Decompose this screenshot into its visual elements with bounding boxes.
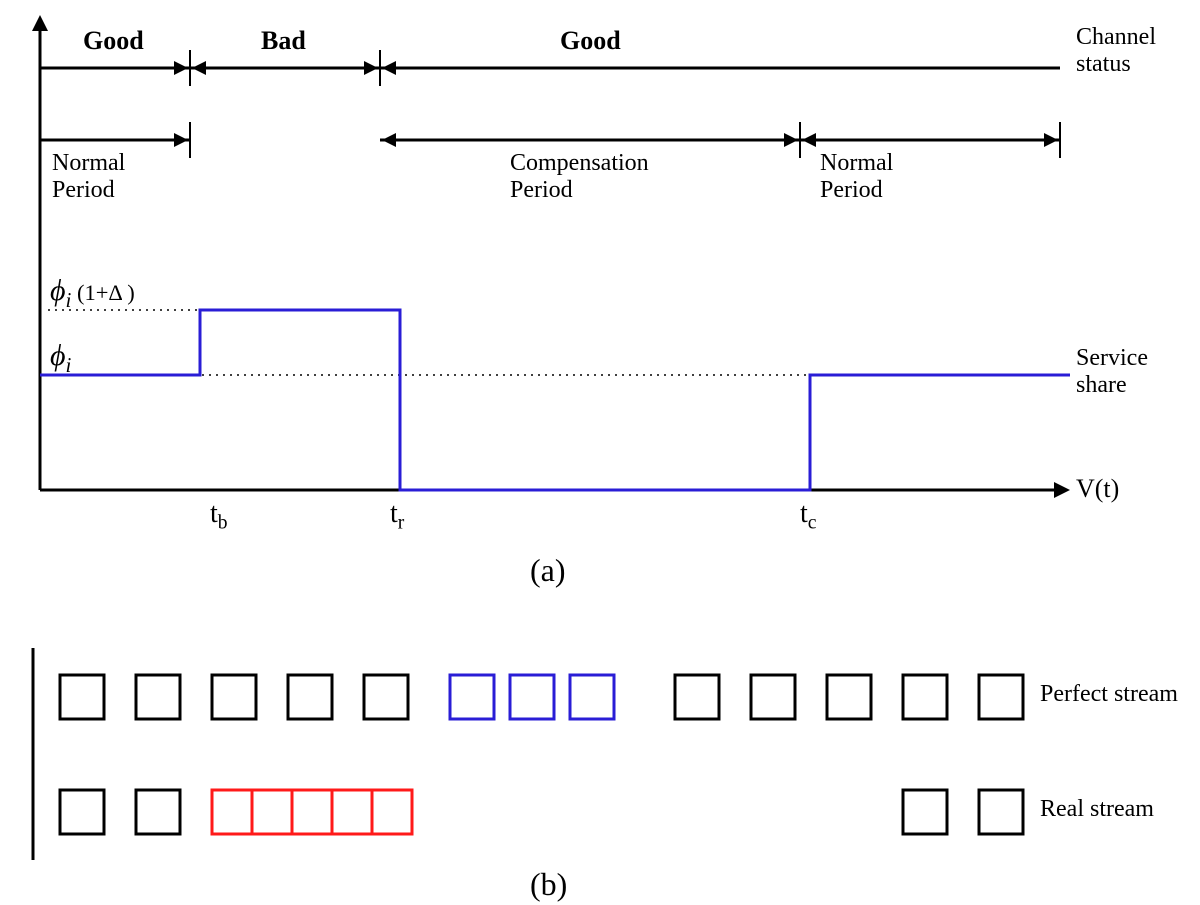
xtick-tr: tr	[390, 498, 404, 535]
xaxis-label: V(t)	[1076, 474, 1119, 504]
xtick-tb: tb	[210, 498, 228, 535]
period-normal-1: Normal Period	[52, 150, 125, 204]
diagram-b-svg	[0, 0, 1200, 905]
sublabel-a: (a)	[530, 552, 566, 589]
period-compensation: Compensation Period	[510, 150, 649, 204]
xtick-tc: tc	[800, 498, 816, 535]
phi-label: ϕi	[50, 339, 71, 378]
perfect-stream-label: Perfect stream	[1040, 681, 1178, 708]
service-share-right-label: Service share	[1076, 345, 1148, 399]
period-normal-2: Normal Period	[820, 150, 893, 204]
channel-status-bad: Bad	[261, 26, 306, 56]
real-stream-label: Real stream	[1040, 796, 1154, 823]
channel-status-good-2: Good	[560, 26, 621, 56]
sublabel-b: (b)	[530, 866, 567, 903]
figure-root: Good Bad Good Channel status Normal Peri…	[0, 0, 1200, 905]
phi-plus-label: ϕi (1+Δ )	[50, 274, 135, 313]
channel-status-good-1: Good	[83, 26, 144, 56]
channel-status-right-label: Channel status	[1076, 24, 1156, 78]
